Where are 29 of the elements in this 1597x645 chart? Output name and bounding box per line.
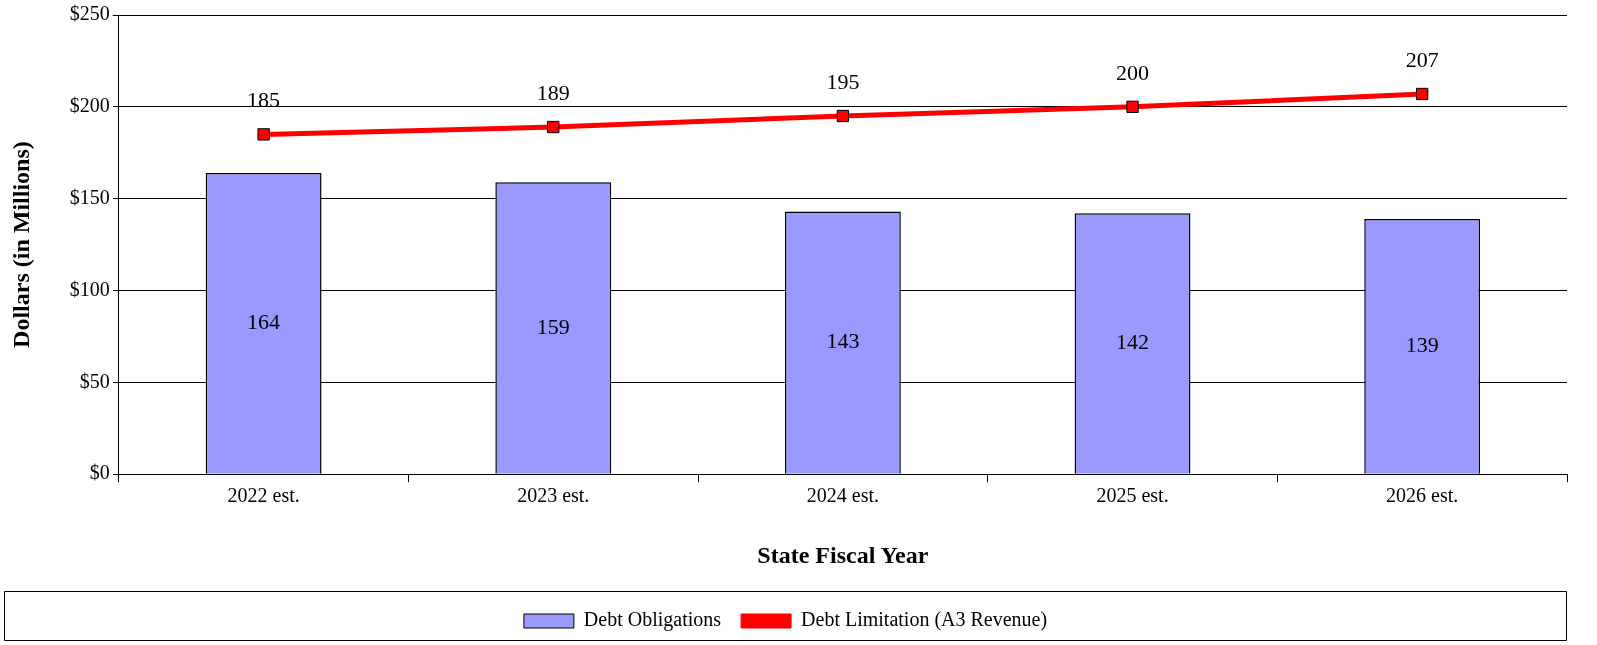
x-tick-label: 2023 est. — [517, 484, 590, 507]
point — [836, 109, 850, 123]
y-tick-label: $0 — [89, 461, 110, 484]
data-label: 164 — [247, 309, 281, 335]
point — [547, 120, 560, 134]
point — [1416, 87, 1429, 101]
data-label: 207 — [1405, 46, 1439, 72]
legend-label: Debt Limitation (A3 Revenue) — [801, 608, 1048, 632]
data-label: 189 — [536, 79, 570, 105]
y-tick-label: $200 — [69, 94, 110, 117]
x-tick-label: 2024 est. — [806, 484, 880, 507]
data-label: 139 — [1405, 332, 1439, 358]
data-label: 159 — [536, 313, 570, 339]
point — [1126, 100, 1139, 113]
point — [257, 128, 270, 141]
y-tick-label: $250 — [69, 2, 110, 25]
y-tick-label: $150 — [69, 185, 110, 208]
data-label: 142 — [1116, 329, 1150, 355]
x-axis-title: State Fiscal Year — [757, 541, 929, 568]
legend-label: Debt Obligations — [583, 608, 722, 632]
data-label: 195 — [826, 68, 860, 94]
x-tick-label: 2025 est. — [1096, 484, 1169, 507]
data-label: 143 — [826, 328, 860, 354]
x-tick-label: 2026 est. — [1386, 484, 1459, 507]
x-tick-label: 2022 est. — [227, 484, 300, 507]
data-label: 200 — [1116, 59, 1150, 85]
y-tick-label: $50 — [79, 369, 110, 392]
y-tick-label: $100 — [69, 277, 110, 300]
y-axis-title: Dollars (in Millions) — [7, 141, 34, 348]
